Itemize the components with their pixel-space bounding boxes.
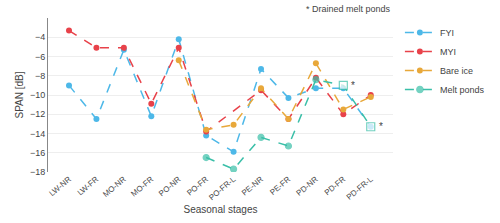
svg-text:−16: −16 <box>30 148 45 158</box>
svg-text:Bare ice: Bare ice <box>440 66 473 76</box>
svg-text:PE-FR: PE-FR <box>268 175 292 197</box>
svg-text:−12: −12 <box>30 109 45 119</box>
svg-text:−8: −8 <box>35 71 45 81</box>
svg-text:FYI: FYI <box>440 28 454 38</box>
svg-text:−18: −18 <box>30 167 45 177</box>
svg-text:*: * <box>351 80 355 91</box>
svg-text:MO-NR: MO-NR <box>101 175 128 199</box>
svg-text:PD-FR: PD-FR <box>323 175 348 198</box>
svg-text:MO-FR: MO-FR <box>129 175 155 199</box>
svg-text:PE-NR: PE-NR <box>240 175 265 198</box>
svg-text:−10: −10 <box>30 90 45 100</box>
svg-text:PO-FR: PO-FR <box>185 175 210 198</box>
svg-text:Melt ponds: Melt ponds <box>440 85 485 95</box>
svg-text:* Drained melt ponds: * Drained melt ponds <box>306 4 391 14</box>
svg-text:PD-FR-L: PD-FR-L <box>345 174 375 202</box>
svg-text:SPAN [dB]: SPAN [dB] <box>14 71 25 118</box>
svg-text:−14: −14 <box>30 129 45 139</box>
svg-text:PO-FR-L: PO-FR-L <box>207 174 238 202</box>
svg-text:−4: −4 <box>35 32 45 42</box>
svg-text:MYI: MYI <box>440 47 456 57</box>
svg-text:Seasonal stages: Seasonal stages <box>184 204 258 215</box>
svg-text:LW-NR: LW-NR <box>48 175 73 198</box>
svg-text:*: * <box>379 121 383 132</box>
svg-text:PD-NR: PD-NR <box>295 175 320 198</box>
svg-text:PO-NR: PO-NR <box>157 175 183 199</box>
svg-text:−6: −6 <box>35 52 45 62</box>
svg-text:LW-FR: LW-FR <box>76 175 101 198</box>
